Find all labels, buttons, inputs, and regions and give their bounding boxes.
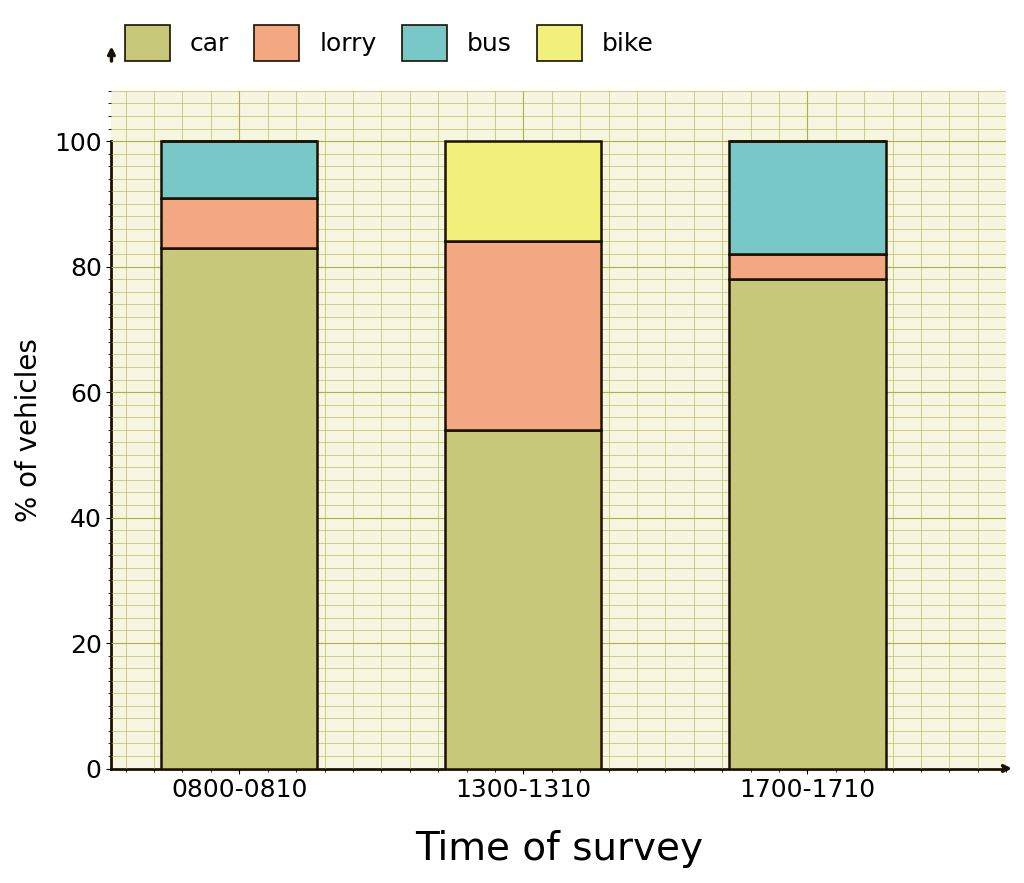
Bar [445,241,601,430]
Y-axis label: % of vehicles: % of vehicles [15,338,43,522]
Bar [161,248,317,768]
Bar [729,254,886,279]
Bar [161,141,317,198]
Bar [445,430,601,768]
Bar [161,198,317,248]
Bar [445,141,601,241]
X-axis label: Time of survey: Time of survey [415,830,702,868]
Bar [729,279,886,768]
Bar [729,141,886,254]
Legend: car, lorry, bus, bike: car, lorry, bus, bike [115,15,664,71]
